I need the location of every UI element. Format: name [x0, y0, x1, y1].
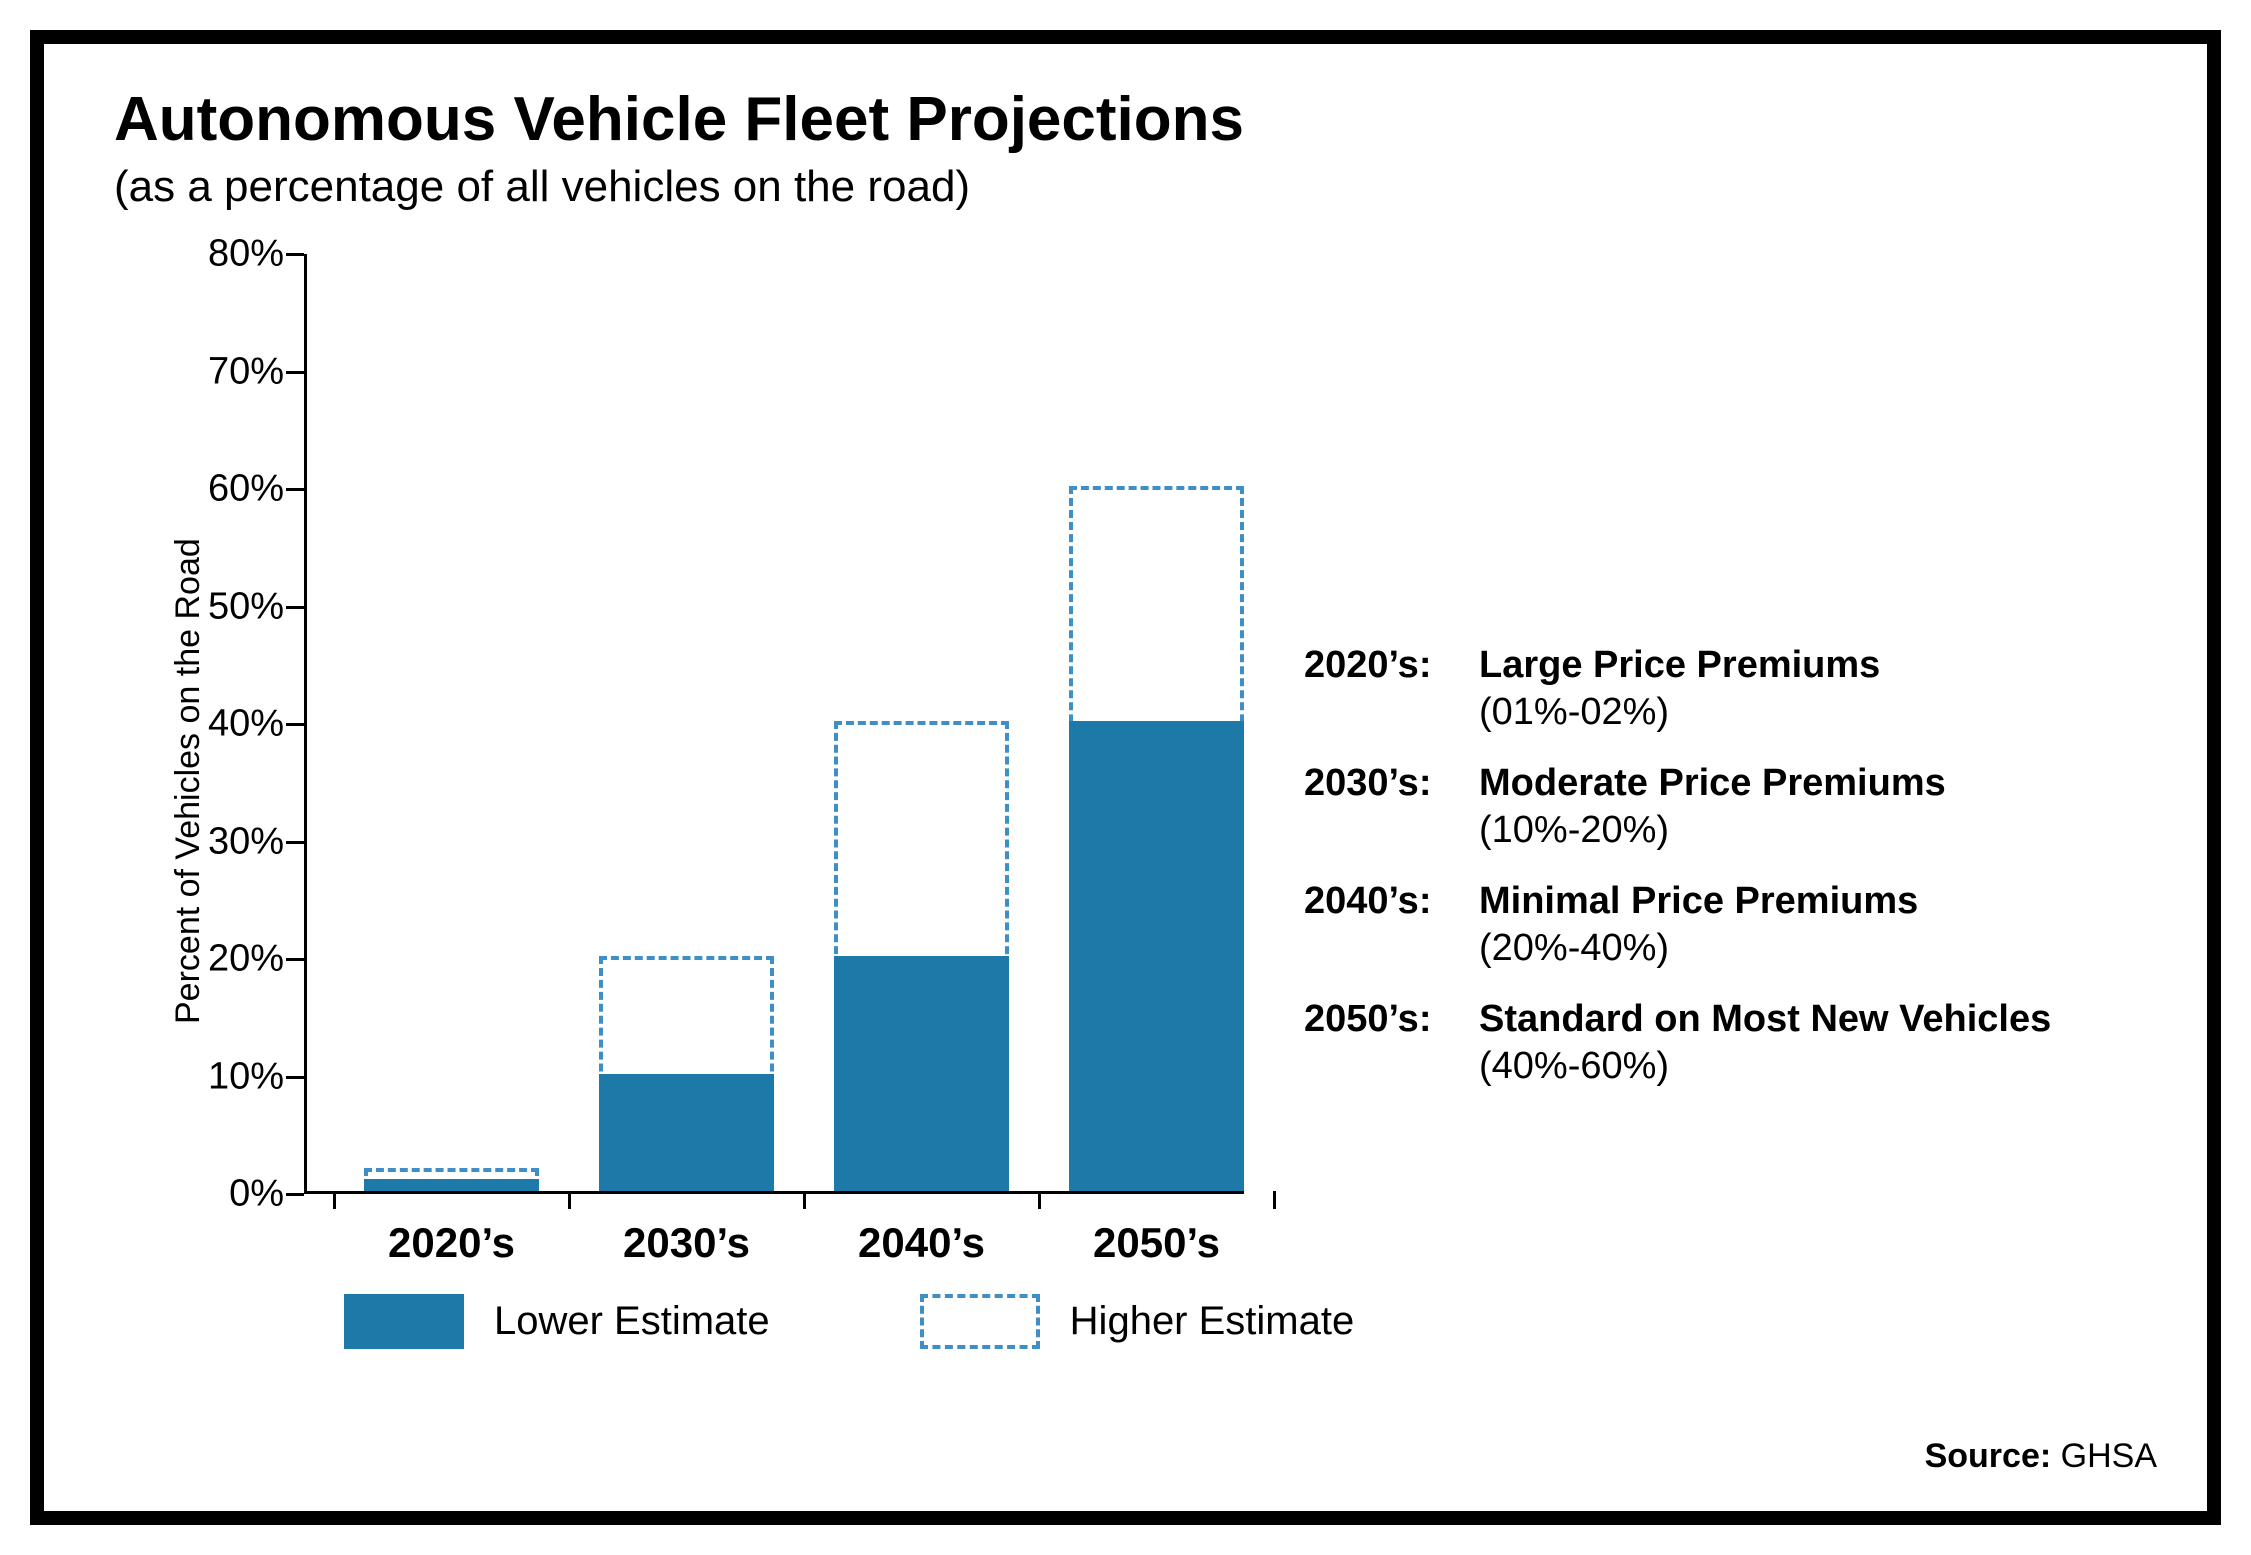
source-label: Source: — [1925, 1437, 2052, 1475]
annotation-headline-text: Moderate Price Premiums — [1479, 762, 1946, 804]
page-outer: Autonomous Vehicle Fleet Projections (as… — [0, 0, 2251, 1555]
bar-lower — [364, 1179, 539, 1191]
x-tick-label: 2040’s — [858, 1219, 985, 1267]
annotation-headline-text: Standard on Most New Vehicles — [1479, 998, 2051, 1040]
chart-subtitle: (as a percentage of all vehicles on the … — [114, 162, 970, 212]
y-tick — [286, 723, 304, 726]
x-axis-line — [304, 1191, 1244, 1194]
x-tick — [1273, 1191, 1276, 1209]
annotation-range: (10%-20%) — [1479, 809, 2184, 852]
annotation-headline: 2050’s:Standard on Most New Vehicles — [1304, 998, 2184, 1041]
chart-legend: Lower Estimate Higher Estimate — [344, 1294, 1354, 1349]
y-tick — [286, 488, 304, 491]
annotation-headline-text: Large Price Premiums — [1479, 644, 1880, 686]
y-tick-label: 60% — [164, 468, 284, 511]
y-tick — [286, 1193, 304, 1196]
x-tick-label: 2020’s — [388, 1219, 515, 1267]
annotation-row: 2030’s:Moderate Price Premiums(10%-20%) — [1304, 762, 2184, 852]
y-tick — [286, 606, 304, 609]
legend-label-lower: Lower Estimate — [494, 1299, 770, 1344]
annotation-decade: 2020’s: — [1304, 644, 1479, 687]
y-tick — [286, 1076, 304, 1079]
x-tick — [803, 1191, 806, 1209]
bar-lower — [1069, 721, 1244, 1191]
annotation-decade: 2030’s: — [1304, 762, 1479, 805]
annotation-headline-text: Minimal Price Premiums — [1479, 880, 1918, 922]
annotation-row: 2020’s:Large Price Premiums(01%-02%) — [1304, 644, 2184, 734]
annotation-range: (40%-60%) — [1479, 1045, 2184, 1088]
annotation-headline: 2020’s:Large Price Premiums — [1304, 644, 2184, 687]
annotation-headline: 2030’s:Moderate Price Premiums — [1304, 762, 2184, 805]
x-tick-label: 2030’s — [623, 1219, 750, 1267]
chart-frame: Autonomous Vehicle Fleet Projections (as… — [30, 30, 2221, 1525]
y-tick — [286, 841, 304, 844]
bar-lower — [599, 1074, 774, 1192]
y-tick — [286, 371, 304, 374]
y-tick — [286, 253, 304, 256]
x-tick — [333, 1191, 336, 1209]
annotations-block: 2020’s:Large Price Premiums(01%-02%)2030… — [1304, 644, 2184, 1116]
annotation-decade: 2040’s: — [1304, 880, 1479, 923]
annotation-range: (20%-40%) — [1479, 927, 2184, 970]
chart-plot-area: 0%10%20%30%40%50%60%70%80%2020’s2030’s20… — [304, 254, 1244, 1194]
y-axis-line — [304, 254, 307, 1194]
y-axis-title: Percent of Vehicles on the Road — [169, 538, 208, 1024]
x-tick-label: 2050’s — [1093, 1219, 1220, 1267]
source-credit: Source: GHSA — [1925, 1437, 2157, 1476]
x-tick — [568, 1191, 571, 1209]
source-value: GHSA — [2061, 1437, 2157, 1475]
legend-label-higher: Higher Estimate — [1070, 1299, 1355, 1344]
y-tick-label: 10% — [164, 1055, 284, 1098]
y-tick-label: 80% — [164, 233, 284, 276]
y-tick-label: 0% — [164, 1173, 284, 1216]
bar-lower — [834, 956, 1009, 1191]
chart-title: Autonomous Vehicle Fleet Projections — [114, 84, 1244, 155]
annotation-headline: 2040’s:Minimal Price Premiums — [1304, 880, 2184, 923]
legend-swatch-lower — [344, 1294, 464, 1349]
annotation-range: (01%-02%) — [1479, 691, 2184, 734]
annotation-decade: 2050’s: — [1304, 998, 1479, 1041]
x-tick — [1038, 1191, 1041, 1209]
annotation-row: 2050’s:Standard on Most New Vehicles(40%… — [1304, 998, 2184, 1088]
legend-swatch-higher — [920, 1294, 1040, 1349]
annotation-row: 2040’s:Minimal Price Premiums(20%-40%) — [1304, 880, 2184, 970]
y-tick — [286, 958, 304, 961]
y-tick-label: 70% — [164, 350, 284, 393]
